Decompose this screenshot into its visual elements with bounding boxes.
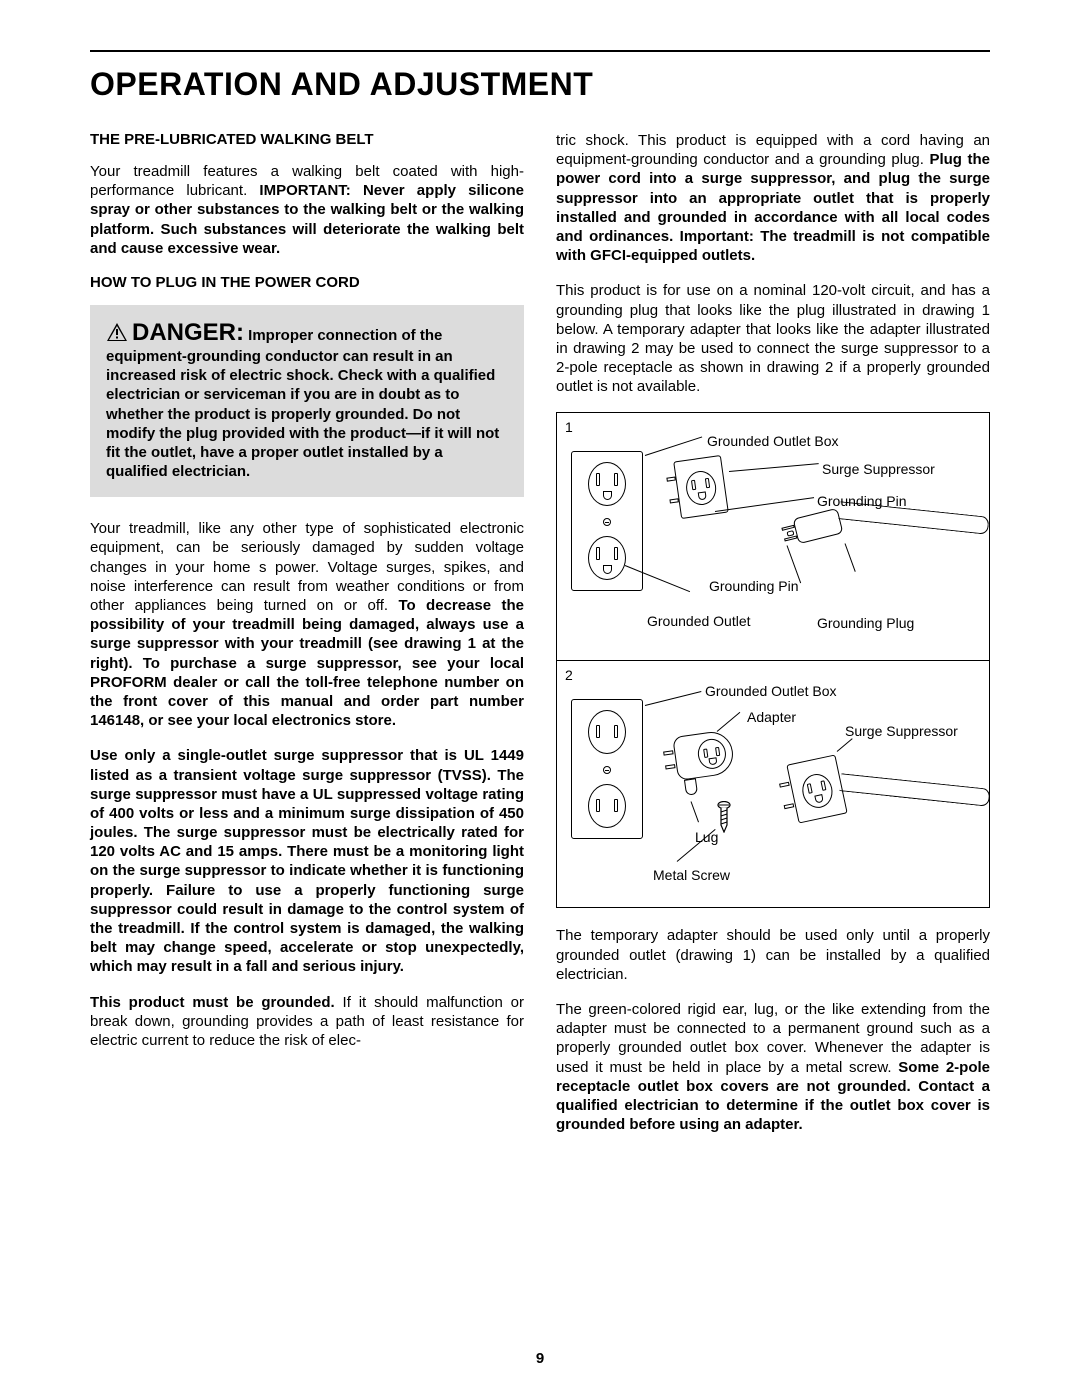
heading-walking-belt: THE PRE-LUBRICATED WALKING BELT (90, 131, 524, 148)
danger-heading: DANGER: (132, 319, 244, 346)
para-120volt: This product is for use on a nominal 120… (556, 281, 990, 396)
horizontal-rule (90, 50, 990, 52)
para-surge-info-b: To decrease the possibility of your trea… (90, 597, 524, 729)
label-grounded-outlet-box-2: Grounded Outlet Box (705, 683, 837, 699)
label-adapter: Adapter (747, 709, 796, 725)
warning-icon (106, 322, 128, 347)
center-screw-2 (603, 766, 611, 774)
para-temp-adapter: The temporary adapter should be used onl… (556, 926, 990, 984)
right-column: tric shock. This product is equipped wit… (556, 131, 990, 1134)
panel-number-2: 2 (565, 667, 573, 683)
heading-power-cord: HOW TO PLUG IN THE POWER CORD (90, 274, 524, 291)
panel-number-1: 1 (565, 419, 573, 435)
label-grounded-outlet-box-1: Grounded Outlet Box (707, 433, 839, 449)
label-metal-screw: Metal Screw (653, 867, 730, 883)
para-grounded-a: This product must be grounded. (90, 994, 335, 1011)
label-surge-suppressor-2: Surge Suppressor (845, 723, 958, 739)
page-title: OPERATION AND ADJUSTMENT (90, 66, 990, 103)
outlet-socket-bot-1 (588, 536, 626, 580)
adapter (672, 730, 736, 782)
outlet-socket-bot-2 (588, 784, 626, 828)
surge-suppressor-2 (786, 755, 847, 824)
diagram-container: 1 (556, 412, 990, 908)
page-number: 9 (0, 1350, 1080, 1367)
label-grounding-plug: Grounding Plug (817, 615, 914, 631)
cord-2 (839, 774, 990, 808)
label-grounding-pin-a: Grounding Pin (817, 493, 907, 509)
lug (684, 779, 698, 797)
diagram-panel-1: 1 (557, 413, 989, 660)
danger-box: DANGER: Improper connection of the equip… (90, 305, 524, 497)
para-surge-spec: Use only a single-outlet surge suppresso… (90, 746, 524, 976)
outlet-socket-top-1 (588, 462, 626, 506)
para-walking-belt: Your treadmill features a walking belt c… (90, 162, 524, 258)
label-lug: Lug (695, 829, 718, 845)
para-surge-spec-text: Use only a single-outlet surge suppresso… (90, 747, 524, 975)
danger-text: Improper connection of the equipment-gro… (106, 327, 499, 480)
outlet-socket-top-2 (588, 710, 626, 754)
para-tric-shock-a: tric shock. This product is equipped wit… (556, 132, 990, 168)
metal-screw-shape (717, 801, 731, 836)
left-column: THE PRE-LUBRICATED WALKING BELT Your tre… (90, 131, 524, 1134)
center-screw-1 (603, 518, 611, 526)
outlet-plate-1 (571, 451, 643, 591)
para-surge-info: Your treadmill, like any other type of s… (90, 519, 524, 730)
label-grounding-pin-b: Grounding Pin (709, 578, 799, 594)
label-surge-suppressor-1: Surge Suppressor (822, 461, 935, 477)
two-column-layout: THE PRE-LUBRICATED WALKING BELT Your tre… (90, 131, 990, 1134)
para-green-lug: The green-colored rigid ear, lug, or the… (556, 1000, 990, 1134)
diagram-panel-2: 2 (557, 660, 989, 907)
label-grounded-outlet: Grounded Outlet (647, 613, 751, 629)
grounding-plug-1 (793, 508, 844, 544)
outlet-plate-2 (571, 699, 643, 839)
para-tric-shock: tric shock. This product is equipped wit… (556, 131, 990, 265)
para-grounded: This product must be grounded. If it sho… (90, 993, 524, 1051)
